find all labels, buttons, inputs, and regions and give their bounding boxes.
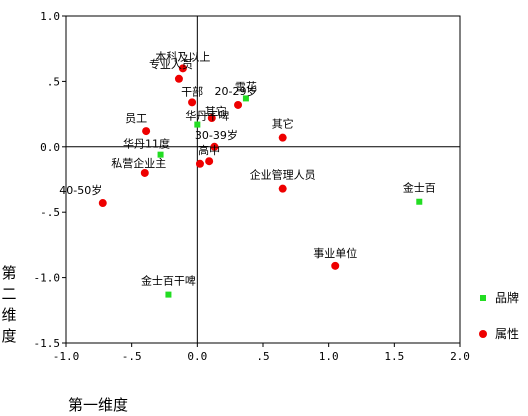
x-tick-label: 1.5 — [384, 350, 404, 363]
point-label: 干部 — [181, 84, 203, 98]
point-label: 30-39岁 — [195, 128, 238, 142]
point-label: 华丹11度 — [123, 137, 170, 151]
x-tick-label: 2.0 — [450, 350, 470, 363]
point-label: 员工 — [125, 112, 147, 125]
y-tick-label: .5 — [47, 75, 60, 88]
point-label: 其它 — [205, 104, 227, 118]
attribute-point-marker — [98, 199, 107, 208]
attribute-point-marker — [278, 184, 287, 193]
legend-swatch-square — [480, 295, 486, 301]
legend-swatch-circle — [479, 330, 487, 338]
point-label: 高中 — [198, 143, 220, 157]
y-tick-label: -1.5 — [34, 337, 61, 350]
y-tick-label: -1.0 — [34, 272, 61, 285]
brand-point-marker — [165, 291, 172, 298]
attribute-point-marker — [207, 114, 216, 123]
attribute-point-marker — [278, 133, 287, 142]
attribute-point-marker — [234, 100, 243, 109]
x-axis-title: 第一维度 — [68, 396, 128, 414]
y-tick-label: -.5 — [40, 206, 60, 219]
attribute-point-marker — [331, 261, 340, 270]
point-label: 雪花 — [235, 80, 257, 93]
attribute-point-marker — [142, 127, 151, 136]
x-axis-ticks: -1.0 -.5 0.0 .5 1.0 1.5 2.0 — [53, 343, 470, 363]
point-label: 事业单位 — [313, 246, 357, 260]
y-tick-label: 0.0 — [40, 141, 60, 154]
y-axis-ticks: 1.0 .5 0.0 -.5 -1.0 -1.5 — [34, 10, 66, 350]
attribute-point-marker — [178, 64, 187, 73]
point-label: 企业管理人员 — [250, 168, 316, 182]
point-label: 华丹干啤 — [185, 109, 229, 123]
data-points — [98, 64, 423, 298]
point-label: 20-29岁 — [215, 84, 258, 98]
attribute-point-marker — [174, 74, 183, 83]
point-label: 金士百 — [403, 181, 436, 195]
point-label: 金士百干啤 — [141, 274, 196, 288]
x-tick-label: -1.0 — [53, 350, 80, 363]
attribute-point-marker — [195, 159, 204, 168]
attribute-point-marker — [205, 157, 214, 166]
brand-point-marker — [416, 198, 423, 205]
x-tick-label: .5 — [256, 350, 269, 363]
brand-point-marker — [242, 95, 249, 102]
legend-label: 属性 — [495, 327, 519, 341]
point-label: 其它 — [272, 117, 294, 131]
brand-point-marker — [194, 121, 201, 128]
point-label: 本科及以上 — [155, 49, 210, 63]
attribute-point-marker — [210, 142, 219, 151]
x-tick-label: 0.0 — [187, 350, 207, 363]
attribute-point-marker — [140, 168, 149, 177]
x-tick-label: 1.0 — [319, 350, 339, 363]
legend-label: 品牌 — [495, 291, 519, 305]
y-tick-label: 1.0 — [40, 10, 60, 23]
attribute-point-marker — [188, 98, 197, 107]
reference-lines — [66, 16, 460, 343]
point-label: 私营企业主 — [111, 156, 166, 170]
y-axis-title: 第二维度 — [1, 264, 16, 345]
brand-point-marker — [157, 151, 164, 158]
point-label: 专业人员 — [149, 57, 193, 71]
x-tick-label: -.5 — [122, 350, 142, 363]
point-label: 40-50岁 — [59, 183, 102, 197]
